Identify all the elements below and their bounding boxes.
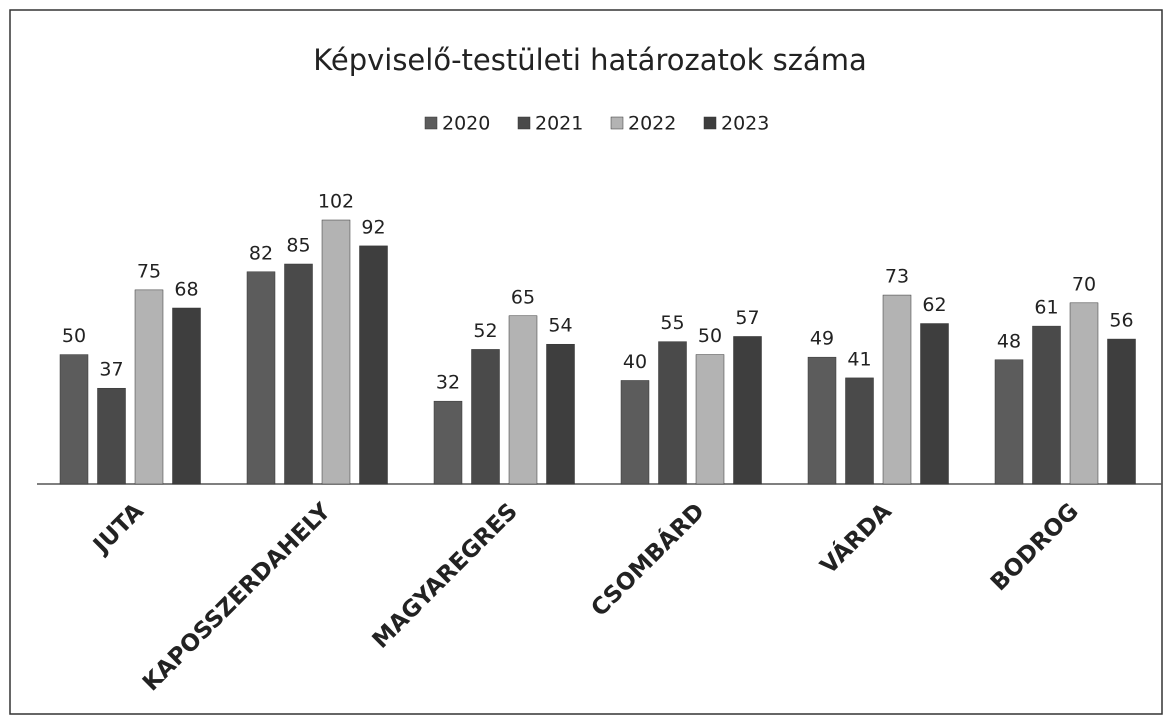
bar [1032,325,1061,485]
bar [471,349,500,485]
legend-swatch [610,116,624,130]
bar [658,341,687,485]
bar [134,289,164,485]
legend-swatch [703,116,717,130]
data-label: 52 [473,320,497,342]
bar [994,359,1024,485]
bar [59,354,89,485]
data-label: 85 [286,235,310,257]
data-label: 56 [1109,310,1133,332]
bar [733,336,762,485]
data-label: 37 [99,359,123,381]
data-label: 50 [698,325,722,347]
legend-label: 2023 [721,113,769,135]
bar [246,271,276,485]
legend-swatch [517,116,531,130]
bar [920,323,949,485]
bar [1107,338,1136,485]
data-label: 41 [847,348,871,370]
data-label: 61 [1034,297,1058,319]
legend-swatch [424,116,438,130]
data-label: 65 [511,286,535,308]
chart-title: Képviselő-testületi határozatok száma [313,43,866,77]
bar [433,400,463,485]
data-label: 70 [1072,273,1096,295]
data-label: 82 [249,242,273,264]
data-label: 48 [997,330,1021,352]
data-label: 62 [922,294,946,316]
bar [1069,302,1099,485]
data-label: 50 [62,325,86,347]
bar [284,263,313,485]
legend-label: 2020 [442,113,490,135]
legend-label: 2021 [535,113,583,135]
data-label: 75 [137,260,161,282]
bar [695,354,725,485]
data-label: 55 [660,312,684,334]
bar [508,315,538,485]
bar [321,219,351,485]
data-label: 32 [436,372,460,394]
data-label: 54 [548,315,572,337]
data-label: 73 [885,266,909,288]
data-label: 102 [318,191,354,213]
bar [807,356,837,485]
legend-label: 2022 [628,113,676,135]
bar [620,380,650,485]
bar [845,377,874,485]
data-label: 92 [361,216,385,238]
bar [172,307,201,485]
bar [546,343,575,485]
bar [359,245,388,485]
chart-frame [9,9,1163,715]
data-label: 49 [810,328,834,350]
data-label: 40 [623,351,647,373]
data-label: 68 [174,279,198,301]
bar [97,387,126,485]
bar [882,294,912,485]
data-label: 57 [735,307,759,329]
